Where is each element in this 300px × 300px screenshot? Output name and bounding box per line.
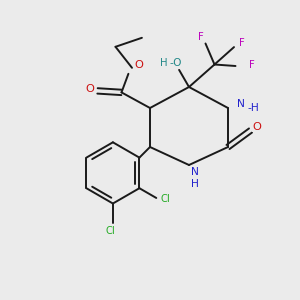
Text: Cl: Cl — [105, 226, 115, 236]
Text: O: O — [85, 84, 94, 94]
Text: H: H — [191, 178, 199, 189]
Text: F: F — [249, 60, 255, 70]
Text: Cl: Cl — [160, 194, 170, 204]
Text: F: F — [238, 38, 244, 48]
Text: O: O — [134, 60, 143, 70]
Text: N: N — [237, 99, 244, 110]
Text: -O: -O — [170, 58, 182, 68]
Text: O: O — [253, 122, 262, 132]
Text: -H: -H — [248, 103, 260, 113]
Text: F: F — [198, 32, 204, 42]
Text: N: N — [191, 167, 199, 177]
Text: H: H — [160, 58, 167, 68]
